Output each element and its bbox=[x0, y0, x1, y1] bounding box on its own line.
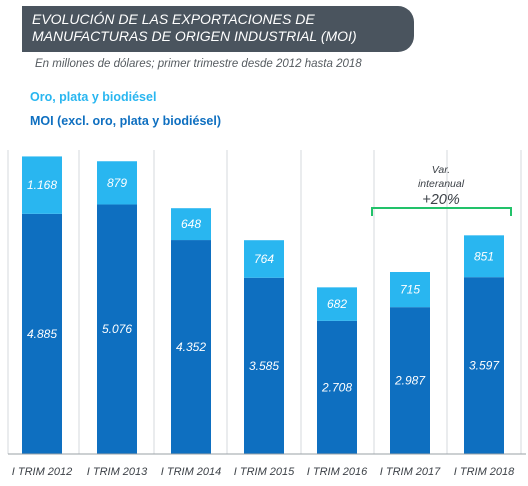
variation-value: +20% bbox=[422, 192, 460, 208]
bar-moi-1 bbox=[97, 204, 137, 454]
data-label-moi-4: 2.708 bbox=[321, 380, 352, 394]
x-tick-label-2: I TRIM 2014 bbox=[161, 466, 222, 478]
x-tick-label-0: I TRIM 2012 bbox=[12, 466, 73, 478]
data-label-moi-6: 3.597 bbox=[469, 359, 500, 373]
title-banner: EVOLUCIÓN DE LAS EXPORTACIONES DE MANUFA… bbox=[22, 6, 414, 52]
legend-oro-plata-biodiesel: Oro, plata y biodiésel bbox=[30, 90, 157, 104]
chart-title-line1: EVOLUCIÓN DE LAS EXPORTACIONES DE bbox=[32, 11, 315, 27]
data-label-oro-1: 879 bbox=[107, 176, 127, 190]
data-label-moi-2: 4.352 bbox=[176, 340, 206, 354]
bar-oro-4 bbox=[317, 287, 357, 321]
bar-moi-4 bbox=[317, 320, 357, 454]
x-tick-label-3: I TRIM 2015 bbox=[234, 466, 295, 478]
data-label-oro-2: 648 bbox=[181, 217, 201, 231]
data-label-moi-0: 4.885 bbox=[27, 327, 57, 341]
data-label-oro-4: 682 bbox=[327, 297, 347, 311]
bar-oro-1 bbox=[97, 161, 137, 205]
x-tick-label-4: I TRIM 2016 bbox=[307, 466, 368, 478]
data-label-oro-3: 764 bbox=[254, 252, 274, 266]
variation-label-line1: Var. bbox=[432, 164, 450, 176]
variation-label-line2: interanual bbox=[418, 178, 465, 190]
variation-bracket bbox=[371, 207, 512, 216]
chart-subtitle: En millones de dólares; primer trimestre… bbox=[35, 58, 362, 70]
bar-moi-2 bbox=[171, 240, 211, 454]
bar-moi-0 bbox=[22, 213, 62, 454]
bar-moi-3 bbox=[244, 277, 284, 454]
data-label-oro-5: 715 bbox=[400, 283, 420, 297]
data-label-moi-1: 5.076 bbox=[102, 322, 132, 336]
bar-oro-2 bbox=[171, 208, 211, 241]
x-tick-label-1: I TRIM 2013 bbox=[87, 466, 148, 478]
bar-oro-0 bbox=[22, 156, 62, 214]
legend-moi: MOI (excl. oro, plata y biodiésel) bbox=[30, 114, 222, 128]
bar-oro-6 bbox=[464, 235, 504, 278]
chart-title-line2: MANUFACTURAS DE ORIGEN INDUSTRIAL (MOI) bbox=[32, 28, 357, 44]
x-tick-label-5: I TRIM 2017 bbox=[380, 466, 441, 478]
bar-oro-5 bbox=[390, 272, 430, 308]
bar-oro-3 bbox=[244, 240, 284, 278]
bar-moi-6 bbox=[464, 277, 504, 454]
data-label-oro-0: 1.168 bbox=[27, 178, 57, 192]
data-label-moi-3: 3.585 bbox=[249, 359, 279, 373]
x-tick-label-6: I TRIM 2018 bbox=[454, 466, 515, 478]
data-label-moi-5: 2.987 bbox=[394, 374, 426, 388]
bar-moi-5 bbox=[390, 307, 430, 454]
data-label-oro-6: 851 bbox=[474, 249, 494, 263]
